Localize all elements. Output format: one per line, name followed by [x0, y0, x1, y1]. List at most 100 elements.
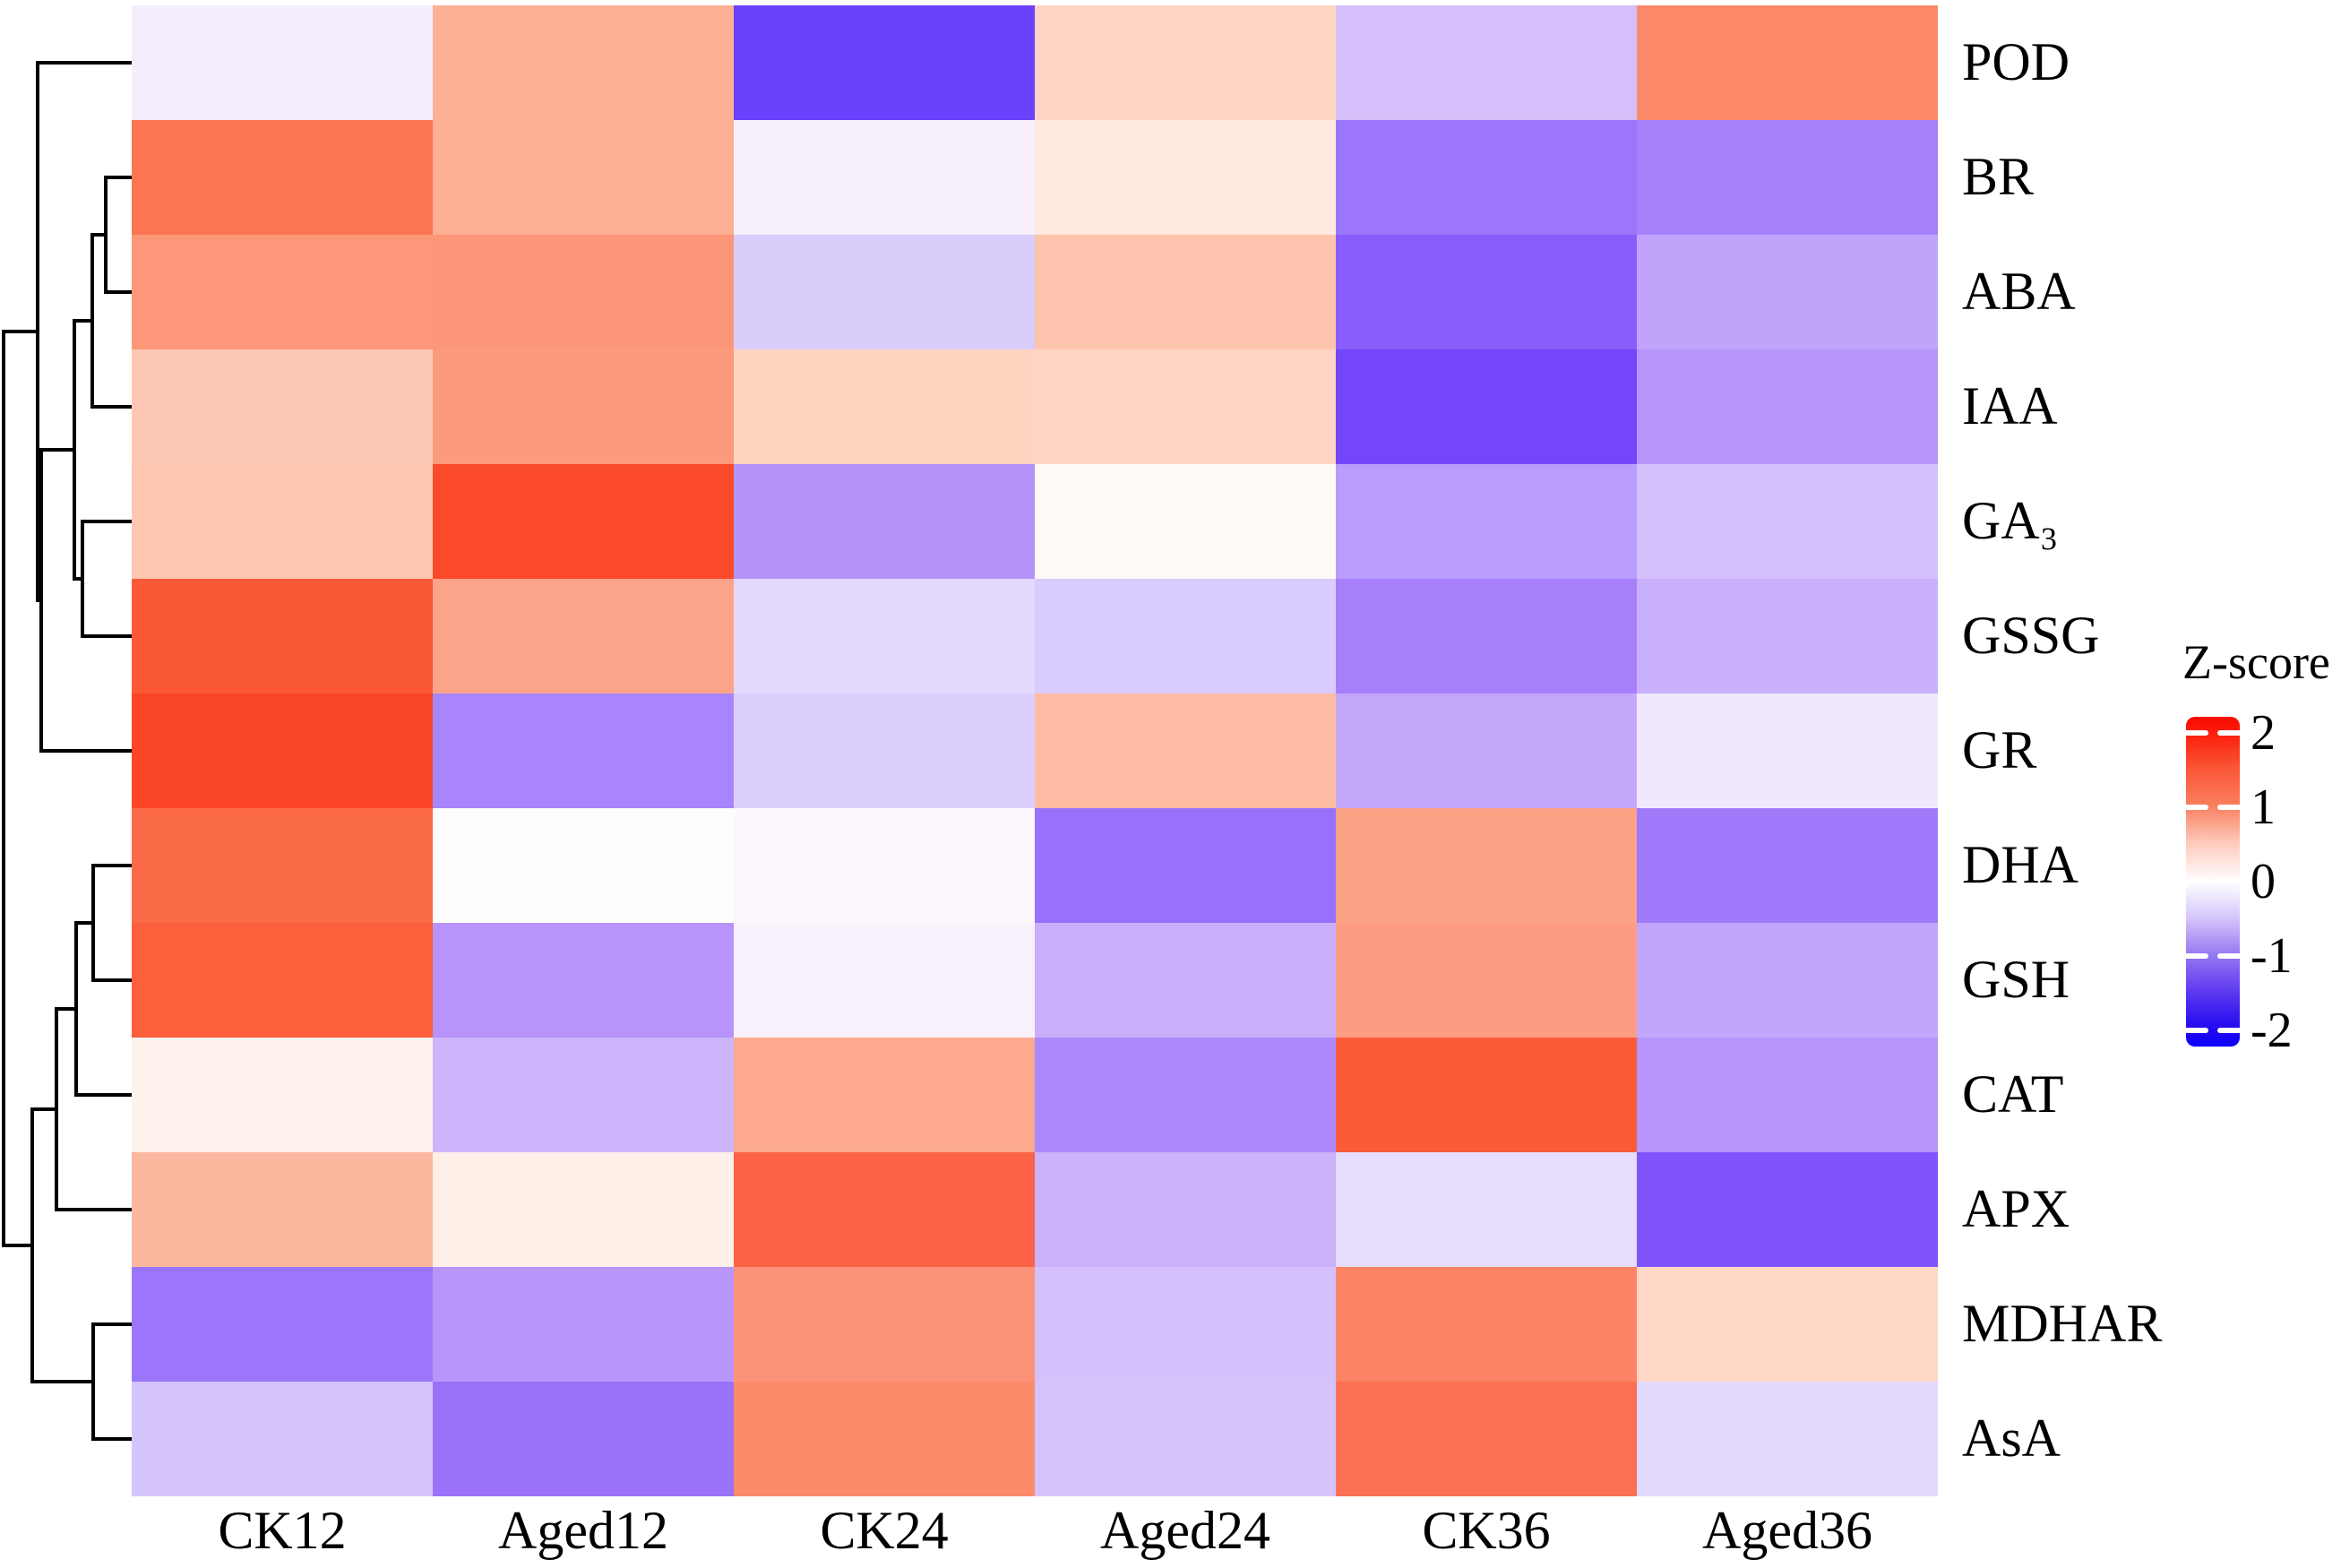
heatmap-cell	[433, 349, 734, 464]
heatmap-cell	[734, 1038, 1035, 1152]
heatmap-cell	[132, 923, 433, 1038]
row-label: BR	[1962, 146, 2035, 206]
heatmap-cell	[1336, 1382, 1637, 1496]
heatmap-cell	[132, 694, 433, 808]
heatmap-cell	[1336, 923, 1637, 1038]
heatmap-cell	[433, 235, 734, 349]
heatmap-cell	[1637, 1038, 1938, 1152]
heatmap-cell	[433, 1152, 734, 1267]
column-label: Aged36	[1702, 1501, 1872, 1560]
heatmap-cell	[1035, 349, 1336, 464]
heatmap-cell	[1637, 120, 1938, 235]
heatmap-cell	[433, 1267, 734, 1382]
colorbar-tick-dash	[2184, 879, 2208, 884]
heatmap-cell	[132, 5, 433, 120]
heatmap-cell	[1035, 694, 1336, 808]
heatmap-cell	[734, 808, 1035, 923]
column-label: CK24	[820, 1501, 949, 1560]
heatmap-cell	[1336, 579, 1637, 694]
heatmap-cell	[734, 1152, 1035, 1267]
heatmap-cell	[1336, 808, 1637, 923]
column-label: CK36	[1422, 1501, 1551, 1560]
heatmap-cell	[1637, 464, 1938, 579]
row-label: GA₃	[1962, 490, 2059, 550]
column-label: CK12	[218, 1501, 347, 1560]
heatmap-cell	[132, 235, 433, 349]
heatmap-cell	[433, 1038, 734, 1152]
heatmap-cell	[132, 808, 433, 923]
heatmap-cell	[1637, 808, 1938, 923]
heatmap-cell	[1035, 464, 1336, 579]
row-label: GR	[1962, 719, 2037, 780]
heatmap-cell	[433, 579, 734, 694]
legend-title: Z-score	[2182, 635, 2330, 689]
heatmap-cell	[433, 5, 734, 120]
heatmap-cell	[734, 235, 1035, 349]
heatmap-cell	[1035, 1038, 1336, 1152]
row-label: MDHAR	[1962, 1293, 2163, 1353]
heatmap-cell	[734, 694, 1035, 808]
heatmap-cell	[734, 5, 1035, 120]
heatmap-cell	[1336, 235, 1637, 349]
heatmap-cell	[1336, 694, 1637, 808]
colorbar-tick-label: 0	[2251, 854, 2276, 909]
heatmap-cell	[132, 349, 433, 464]
heatmap-cell	[132, 1152, 433, 1267]
colorbar-tick-dash	[2217, 879, 2242, 884]
colorbar-tick-label: -1	[2251, 928, 2293, 985]
colorbar-tick-label: -2	[2251, 1003, 2293, 1059]
heatmap-cell	[1035, 1267, 1336, 1382]
heatmap-cell	[1035, 5, 1336, 120]
heatmap-cell	[433, 1382, 734, 1496]
heatmap-cell	[734, 1267, 1035, 1382]
row-label: POD	[1962, 31, 2070, 91]
heatmap-cell	[1637, 1267, 1938, 1382]
heatmap-cell	[1035, 120, 1336, 235]
row-label: DHA	[1962, 834, 2078, 894]
heatmap-cell	[734, 120, 1035, 235]
heatmap-cell	[1336, 1038, 1637, 1152]
heatmap-cell	[433, 464, 734, 579]
colorbar-tick-dash	[2217, 729, 2242, 736]
row-label: GSH	[1962, 949, 2070, 1009]
heatmap-cell	[132, 120, 433, 235]
heatmap-cell	[132, 464, 433, 579]
heatmap-cell	[1035, 235, 1336, 349]
row-label: APX	[1962, 1178, 2070, 1238]
heatmap-cell	[1035, 1382, 1336, 1496]
colorbar-tick-dash	[2184, 729, 2208, 736]
heatmap-cell	[1637, 1152, 1938, 1267]
colorbar-tick-dash	[2184, 953, 2208, 960]
heatmap-cell	[1637, 694, 1938, 808]
colorbar-tick-label: 2	[2251, 704, 2276, 761]
heatmap-cell	[1637, 5, 1938, 120]
heatmap-cell	[1035, 808, 1336, 923]
heatmap-cell	[1637, 349, 1938, 464]
heatmap-cell	[734, 579, 1035, 694]
row-label: IAA	[1962, 375, 2058, 435]
heatmap-cell	[1035, 1152, 1336, 1267]
heatmap-cell	[1336, 120, 1637, 235]
heatmap-cell	[1637, 235, 1938, 349]
heatmap-cell	[734, 923, 1035, 1038]
row-label: AsA	[1962, 1408, 2061, 1468]
heatmap-cell	[1336, 5, 1637, 120]
colorbar-tick-dash	[2184, 804, 2208, 810]
heatmap-cell	[1637, 579, 1938, 694]
heatmap-cell	[433, 923, 734, 1038]
heatmap-grid	[132, 5, 1938, 1496]
colorbar-tick-dash	[2184, 1028, 2208, 1034]
heatmap-cell	[132, 1038, 433, 1152]
heatmap-cell	[1336, 1152, 1637, 1267]
heatmap-cell	[734, 1382, 1035, 1496]
colorbar-tick-dash	[2217, 804, 2242, 810]
heatmap-cell	[734, 464, 1035, 579]
colorbar-tick-dash	[2217, 953, 2242, 960]
heatmap-cell	[132, 1267, 433, 1382]
column-label: Aged12	[498, 1501, 668, 1560]
colorbar-tick-dash	[2217, 1028, 2242, 1034]
heatmap-cell	[1035, 579, 1336, 694]
heatmap-cell	[1336, 464, 1637, 579]
column-label: Aged24	[1100, 1501, 1270, 1560]
